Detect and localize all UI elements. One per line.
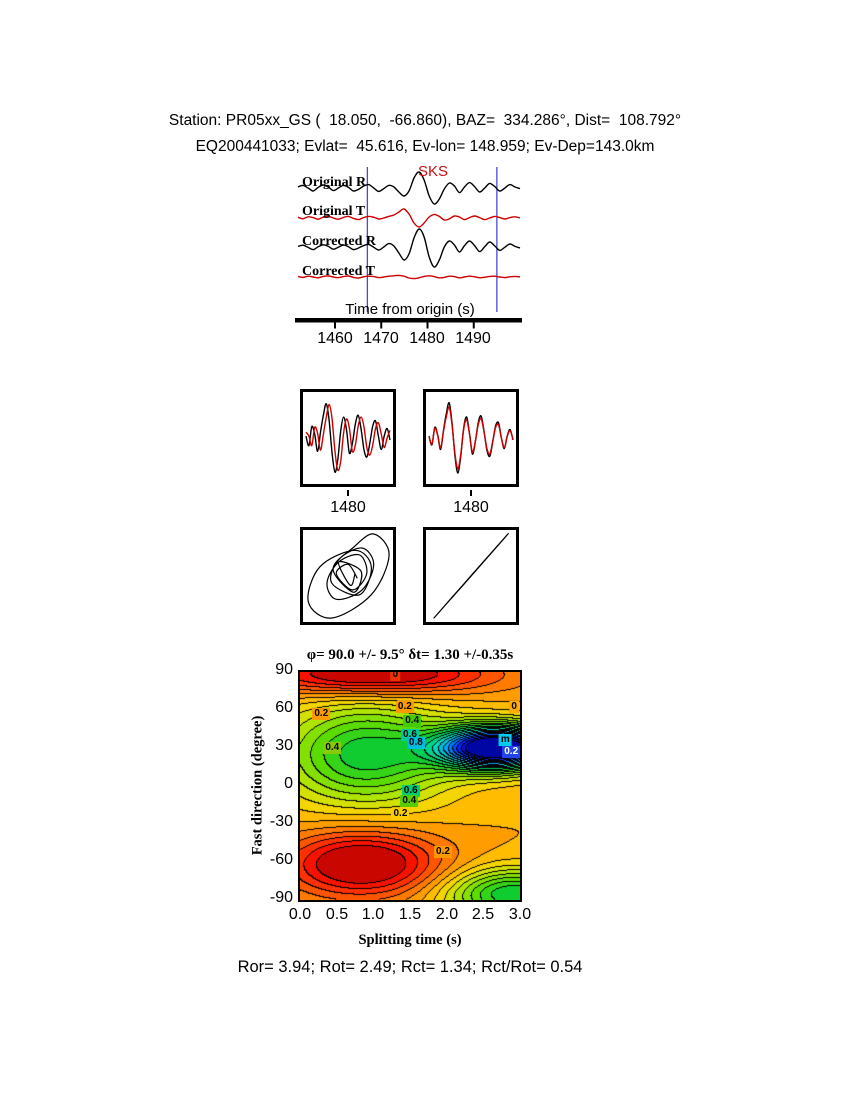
result-stats: Ror= 3.94; Rot= 2.49; Rct= 1.34; Rct/Rot…	[237, 958, 583, 976]
trace-label-corrected-t: Corrected T	[302, 264, 375, 279]
window-right-tick-label: 1480	[453, 499, 489, 516]
contour-xtick-20: 2.0	[435, 906, 459, 923]
contour-xtick-10: 1.0	[361, 906, 385, 923]
contour-ytick-0: 0	[284, 775, 293, 792]
contour-value-label: 0.4	[403, 715, 422, 728]
windowed-trace	[428, 402, 514, 474]
contour-value-label: 0.8	[406, 736, 425, 749]
particle-motion-path	[307, 533, 390, 619]
contour-ytick-n90: -90	[269, 889, 293, 906]
contour-ytick-30: 30	[275, 737, 293, 754]
contour-ytick-90: 90	[275, 661, 293, 678]
waveform-xtick-1460: 1460	[317, 330, 353, 347]
contour-title: φ= 90.0 +/- 9.5° δt= 1.30 +/-0.35s	[306, 647, 514, 663]
contour-xtick-05: 0.5	[325, 906, 349, 923]
waveform-xaxis-title: Time from origin (s)	[345, 301, 475, 318]
contour-value-label: 0.2	[434, 845, 452, 858]
station-info-line: Station: PR05xx_GS ( 18.050, -66.860), B…	[168, 112, 682, 129]
windowed-trace	[305, 403, 391, 472]
contour-ytick-n60: -60	[269, 851, 293, 868]
waveform-xtick-1470: 1470	[363, 330, 399, 347]
waveform-xtick-1480: 1480	[409, 330, 445, 347]
trace-label-original-t: Original T	[302, 204, 366, 219]
time-axis-tick	[472, 322, 475, 329]
contour-value-label: 0.4	[400, 795, 419, 808]
trace-label-original-r: Original R	[302, 175, 367, 190]
event-info-line: EQ200441033; Evlat= 45.616, Ev-lon= 148.…	[195, 138, 655, 155]
contour-value-label: m	[498, 734, 512, 747]
windowed-waveforms-left-box	[300, 389, 396, 487]
waveform-panel	[295, 167, 522, 329]
time-axis-tick	[334, 322, 336, 329]
seismogram-trace	[297, 228, 521, 268]
windowed-waveforms-left	[305, 403, 391, 473]
seismogram-trace	[297, 171, 521, 205]
contour-value-label: 0.2	[502, 745, 520, 758]
contour-xtick-0: 0.0	[288, 906, 312, 923]
contour-value-label: 0	[390, 670, 401, 681]
windowed-waveforms-right-box	[423, 389, 519, 487]
window-right-axis-tick	[470, 490, 472, 496]
particle-motion-right	[433, 533, 509, 619]
contour-value-label: 0.2	[391, 807, 410, 820]
contour-value-label: 0.6	[401, 785, 420, 798]
contour-value-label: 0.2	[395, 701, 414, 714]
time-axis-tick	[426, 322, 429, 329]
contour-xlabel: Splitting time (s)	[358, 932, 462, 948]
contour-value-label: 0.4	[323, 742, 342, 754]
seismogram-trace	[297, 208, 521, 228]
time-axis-bar	[295, 318, 522, 323]
windowed-waveforms-right	[428, 402, 514, 474]
contour-ytick-60: 60	[275, 699, 293, 716]
particle-motion-left-box	[300, 527, 396, 625]
contour-xtick-15: 1.5	[398, 906, 422, 923]
window-left-axis-tick	[347, 490, 349, 496]
contour-xtick-25: 2.5	[471, 906, 495, 923]
particle-motion-path	[433, 533, 509, 619]
trace-label-corrected-r: Corrected R	[302, 234, 376, 249]
windowed-trace	[305, 403, 391, 473]
particle-motion-left	[307, 533, 390, 619]
contour-value-label: 0	[509, 701, 519, 714]
contour-plot-frame: 0 0.2 0 0.4 0.6 0.8 m 0.2 0.6 0.4 0.2 0.2 0.4 0.2	[298, 670, 522, 902]
waveform-xtick-1490: 1490	[455, 330, 491, 347]
particle-motion-right-box	[423, 527, 519, 625]
seismogram-trace	[297, 274, 521, 280]
contour-ytick-n30: -30	[269, 813, 293, 830]
windowed-trace	[428, 406, 514, 470]
contour-xtick-30: 3.0	[508, 906, 532, 923]
window-left-tick-label: 1480	[330, 499, 366, 516]
time-axis-tick	[380, 322, 383, 329]
phase-label-sks: SKS	[417, 163, 448, 180]
contour-value-label: 0.2	[312, 707, 331, 720]
